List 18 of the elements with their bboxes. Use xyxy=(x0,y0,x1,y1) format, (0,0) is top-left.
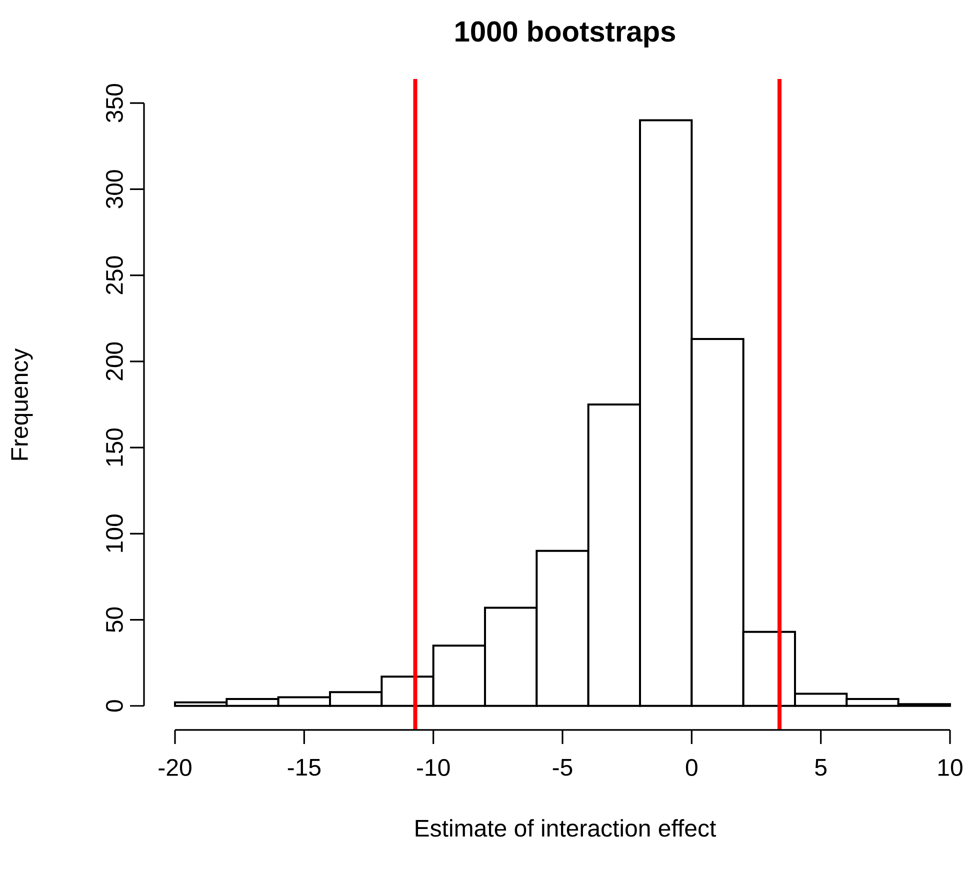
x-axis-title: Estimate of interaction effect xyxy=(416,819,716,837)
x-tick-label: -20 xyxy=(158,759,192,776)
y-tick-label: 300 xyxy=(106,170,123,208)
chart-title: 1000 bootstraps xyxy=(456,20,676,48)
x-tick-label: 0 xyxy=(686,759,698,776)
x-tick-label: -15 xyxy=(288,759,320,776)
y-tick-label: 0 xyxy=(106,700,123,712)
y-tick-label: 150 xyxy=(106,428,123,466)
y-tick-label: 50 xyxy=(106,607,123,632)
x-tick-label: 10 xyxy=(938,759,962,776)
y-tick-label: 200 xyxy=(106,342,123,380)
y-tick-label: 350 xyxy=(106,84,123,122)
y-tick-label: 250 xyxy=(106,256,123,294)
x-tick-label: -5 xyxy=(552,759,572,776)
y-tick-label: 100 xyxy=(106,514,123,552)
x-tick-label: -10 xyxy=(417,759,450,776)
y-axis-title: Frequency xyxy=(11,348,33,460)
x-tick-label: 5 xyxy=(815,759,826,776)
